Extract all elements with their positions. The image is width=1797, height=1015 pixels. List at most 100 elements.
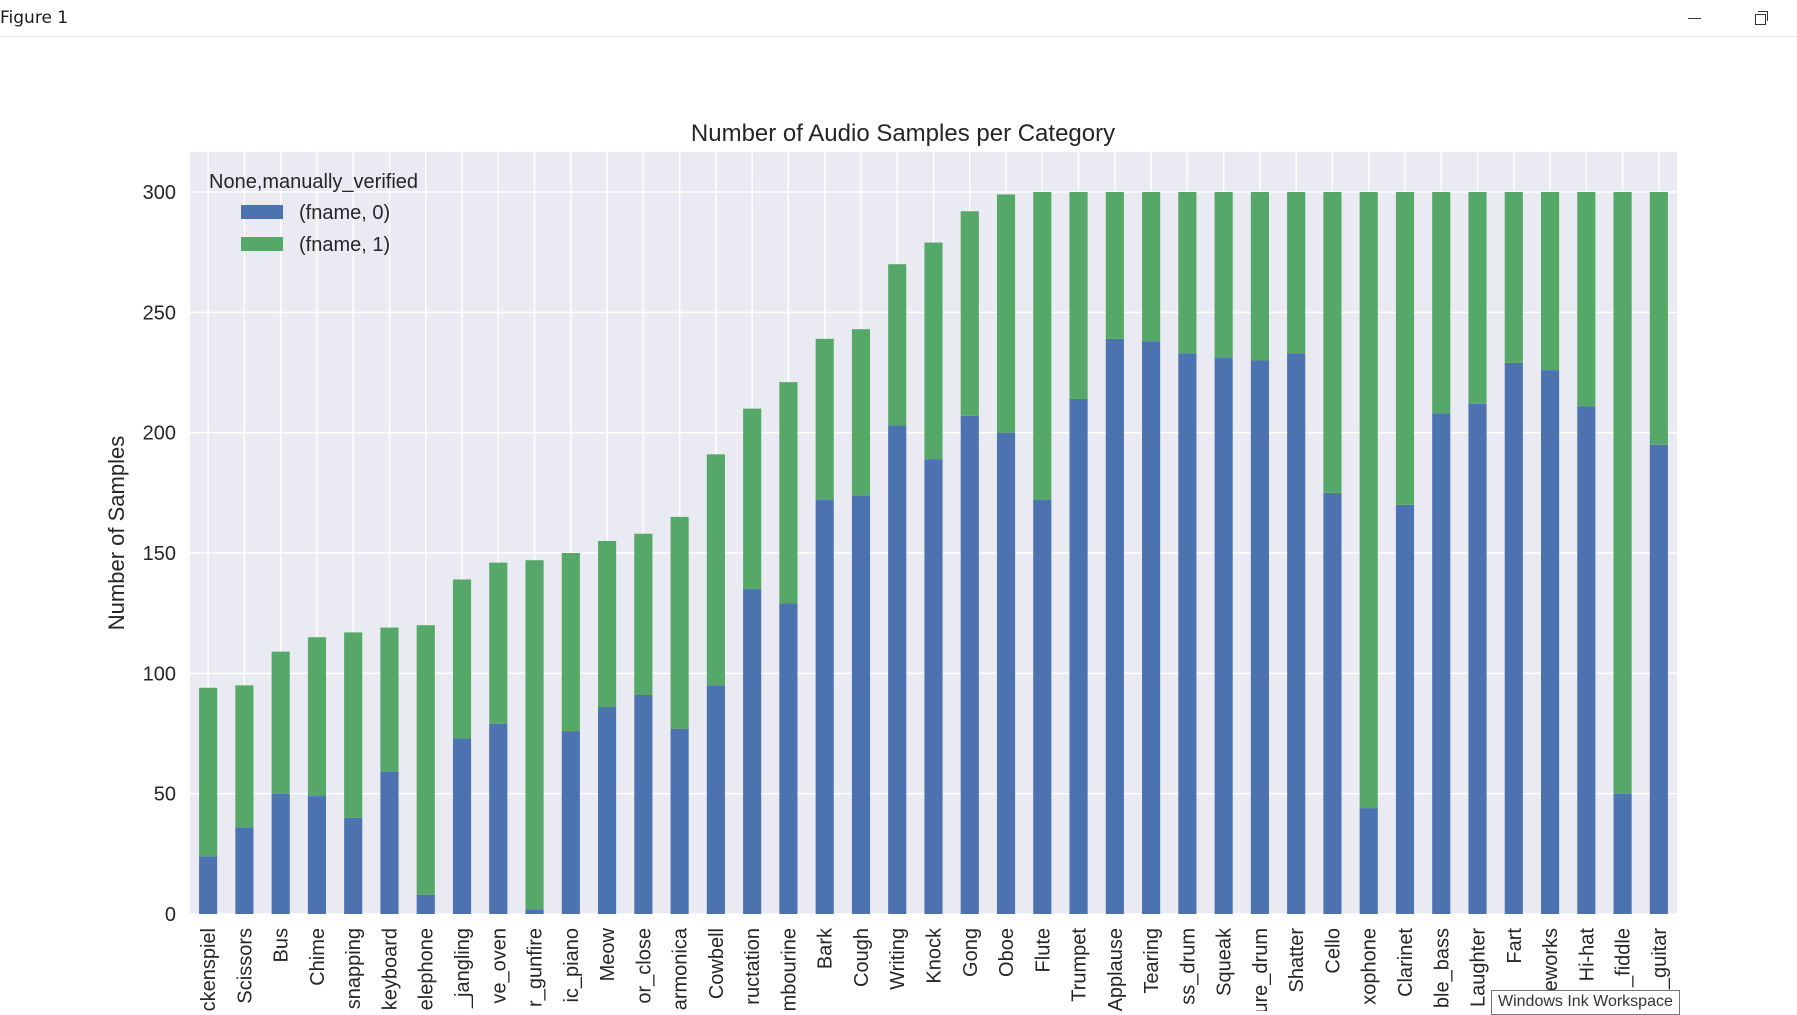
bar-series1-Clarinet [1395, 192, 1415, 505]
bar-series0-_fiddle [1613, 793, 1632, 914]
x-tick-label: Tearing [1141, 928, 1163, 994]
x-tick-label: Knock [924, 927, 946, 984]
x-tick-label: armonica [670, 927, 692, 1010]
bar-series1-Bark [815, 338, 834, 501]
bar-series0-Oboe [996, 432, 1016, 914]
bar-series1-Hi-hat [1577, 192, 1596, 407]
bar-series1-Tearing [1142, 192, 1161, 342]
bar-series0-Cough [851, 495, 871, 914]
bar-series1-armonica [670, 516, 689, 729]
x-tick-labels: ckenspiel Scissors Bus Chime snapping keyboar… [198, 927, 1671, 1011]
x-tick-label: Trumpet [1069, 928, 1091, 1002]
x-tick-label: Bark [815, 927, 837, 969]
x-tick-label: Bus [271, 928, 293, 962]
x-tick-label: Fart [1504, 928, 1526, 964]
x-tick-label: or_close [633, 928, 655, 1004]
bar-series0-Cowbell [706, 685, 725, 914]
bar-series1-elephone [416, 625, 435, 895]
bar-series0-_guitar [1649, 444, 1668, 914]
x-tick-label: Scissors [234, 928, 256, 1004]
bar-series0-snapping [344, 817, 363, 914]
bar-series0-Flute [1033, 500, 1052, 914]
bar-series0-xophone [1359, 808, 1378, 914]
bar-series0-Bark [815, 500, 834, 914]
bar-series1-ss_drum [1178, 192, 1197, 354]
bar-series1-ve_oven [489, 562, 508, 724]
window-title: Figure 1 [0, 8, 69, 28]
bar-series1-Trumpet [1069, 192, 1088, 399]
bar-series1-keyboard [380, 627, 399, 773]
bar-series1-Bus [271, 651, 290, 794]
bar-series0-elephone [416, 894, 435, 914]
legend: None,manually_verified (fname, 0) (fname… [209, 171, 418, 256]
bar-series0-mbourine [779, 603, 798, 914]
bar-series0-r_gunfire [525, 909, 544, 914]
bar-series1-_guitar [1649, 192, 1668, 445]
bar-series0-ble_bass [1432, 413, 1451, 914]
bar-series1-or_close [634, 533, 653, 695]
bar-series1-_jangling [452, 579, 472, 739]
x-tick-label: eworks [1540, 928, 1562, 991]
bar-series0-ructation [743, 589, 762, 914]
bar-series1-Cowbell [706, 454, 725, 686]
bar-series0-Trumpet [1069, 398, 1088, 914]
chart-title: Number of Audio Samples per Category [691, 120, 1115, 147]
bar-series1-ckenspiel [199, 687, 218, 857]
bar-series1-Fart [1504, 192, 1523, 363]
restore-button[interactable] [1728, 0, 1796, 36]
bar-series0-Bus [271, 793, 290, 914]
y-tick-label: 0 [165, 904, 176, 926]
bar-series0-Knock [924, 459, 943, 914]
bars [199, 192, 1668, 915]
bar-series1-Meow [598, 540, 617, 708]
x-tick-label: _fiddle [1613, 928, 1635, 988]
minimize-button[interactable] [1660, 0, 1728, 36]
bar-series0-Clarinet [1395, 504, 1415, 914]
y-tick-label: 50 [154, 784, 176, 806]
minimize-icon [1687, 17, 1701, 19]
x-tick-label: r_gunfire [525, 928, 547, 1007]
x-tick-label: ve_oven [488, 928, 510, 1004]
x-tick-label: ructation [742, 928, 764, 1005]
x-tick-label: Shatter [1286, 928, 1308, 993]
bar-series0-Writing [888, 425, 907, 914]
bar-series1-r_gunfire [525, 560, 544, 910]
bar-series0-Applause [1105, 338, 1124, 915]
x-tick-label: Laughter [1468, 928, 1490, 1007]
x-tick-label: Cough [851, 928, 873, 987]
bar-series1-Knock [924, 242, 943, 460]
x-tick-label: keyboard [379, 928, 401, 1010]
bar-series1-mbourine [779, 382, 798, 604]
bar-series0-Chime [307, 796, 327, 914]
bar-series0-ss_drum [1178, 353, 1197, 914]
x-tick-label: ss_drum [1177, 928, 1199, 1005]
bar-series1-Gong [960, 211, 979, 416]
bar-series1-ure_drum [1250, 192, 1269, 361]
bar-series0-Shatter [1287, 353, 1306, 914]
x-tick-label: xophone [1359, 928, 1381, 1005]
y-tick-label: 100 [143, 663, 176, 685]
bar-series0-Meow [598, 707, 617, 914]
x-tick-label: snapping [343, 928, 365, 1009]
x-tick-label: _guitar [1649, 928, 1671, 990]
y-tick-label: 150 [143, 543, 176, 565]
y-axis-label: Number of Samples [104, 436, 129, 630]
x-tick-label: Cello [1322, 928, 1344, 974]
x-tick-label: Chime [307, 928, 329, 986]
bar-series1-Scissors [235, 685, 254, 828]
bar-series1-Oboe [996, 194, 1016, 433]
legend-swatch-series0 [241, 205, 283, 219]
window-titlebar: Figure 1 [0, 0, 1797, 37]
bar-series1-Shatter [1287, 192, 1306, 354]
x-tick-label: Clarinet [1395, 928, 1417, 997]
bar-series1-Laughter [1468, 192, 1487, 404]
x-tick-label: Applause [1105, 928, 1127, 1011]
bar-series0-Squeak [1214, 358, 1233, 914]
bar-series0-Gong [960, 415, 979, 914]
legend-swatch-series1 [241, 237, 283, 251]
bar-series0-Scissors [235, 827, 254, 914]
x-tick-label: ble_bass [1431, 928, 1453, 1008]
bar-series1-snapping [344, 632, 363, 818]
bar-series0-keyboard [380, 772, 399, 914]
x-tick-label: ckenspiel [198, 928, 220, 1011]
